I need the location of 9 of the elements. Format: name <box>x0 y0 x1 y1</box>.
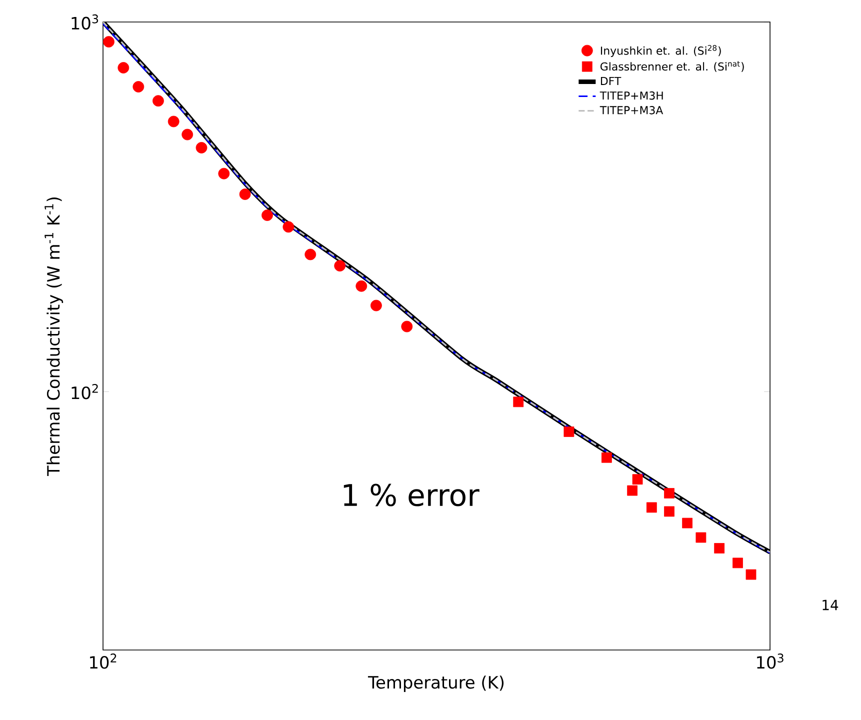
legend-label: DFT <box>600 76 622 85</box>
legend-label: Inyushkin et. al. (Si$^{28}$) <box>600 45 721 57</box>
x-axis-title: Temperature (K) <box>368 676 504 692</box>
legend-label: TITEP+M3A <box>600 106 664 114</box>
legend-label: Glassbrenner et. al. (Si$^{nat}$) <box>600 61 744 72</box>
text: 14 <box>822 600 838 610</box>
y-axis-title: Thermal Conductivity (W m$^{-1}$ K$^{-1}$) <box>44 197 64 476</box>
annotation: 1 % error <box>344 484 480 506</box>
legend-label: TITEP+M3H <box>600 91 663 100</box>
